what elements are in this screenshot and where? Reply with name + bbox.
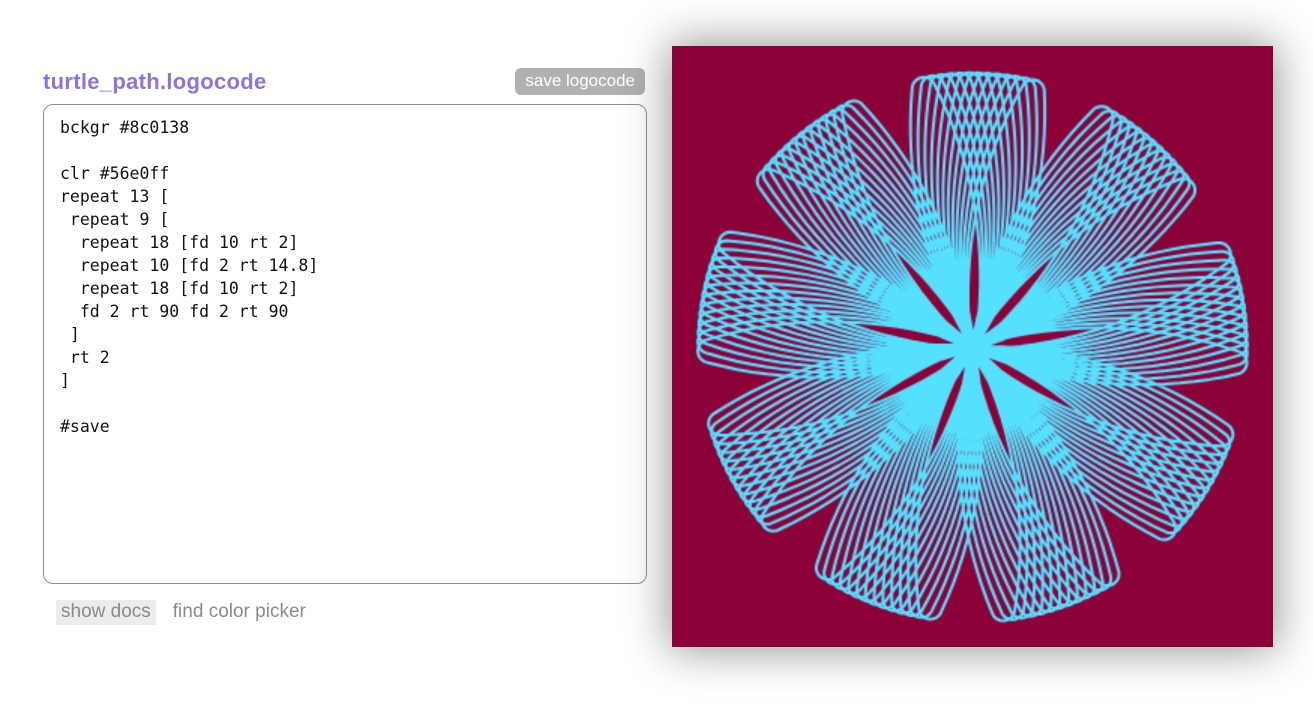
editor-panel: turtle_path.logocode save logocode bckgr… bbox=[43, 66, 647, 625]
editor-header: turtle_path.logocode save logocode bbox=[43, 66, 647, 97]
logocode-editor-textarea[interactable]: bckgr #8c0138 clr #56e0ff repeat 13 [ re… bbox=[43, 104, 647, 584]
editor-footer: show docs find color picker bbox=[43, 600, 647, 625]
turtle-graphics-canvas bbox=[672, 46, 1273, 647]
find-color-picker-link[interactable]: find color picker bbox=[172, 601, 306, 622]
show-docs-link[interactable]: show docs bbox=[56, 600, 156, 625]
file-title: turtle_path.logocode bbox=[43, 68, 267, 94]
save-logocode-button[interactable]: save logocode bbox=[515, 68, 645, 95]
